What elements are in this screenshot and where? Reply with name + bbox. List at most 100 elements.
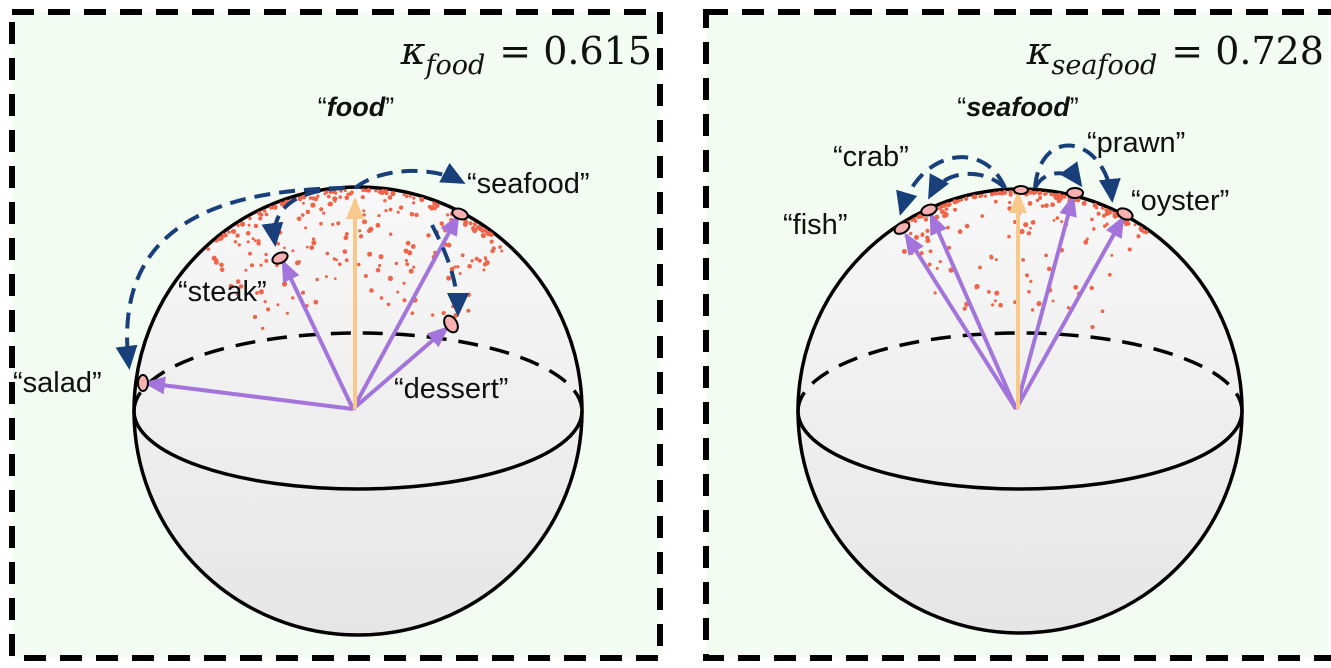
embedding-point <box>224 233 228 238</box>
embedding-point <box>419 196 425 203</box>
embedding-point <box>953 207 957 212</box>
embedding-point <box>240 221 246 227</box>
embedding-point <box>1019 228 1025 235</box>
embedding-point <box>409 211 415 217</box>
embedding-point <box>998 302 1003 308</box>
embedding-point <box>408 194 412 198</box>
word-crab: “crab” <box>833 141 909 173</box>
equator-back <box>132 331 584 412</box>
embedding-point <box>1073 284 1079 290</box>
embedding-point <box>477 226 482 231</box>
embedding-point <box>363 274 368 278</box>
embedding-point <box>1026 231 1032 236</box>
embedding-point <box>326 194 331 199</box>
embedding-point <box>396 210 400 214</box>
embedding-point <box>1029 226 1032 230</box>
embedding-point <box>909 231 913 236</box>
point-marker-fish <box>893 221 911 235</box>
embedding-point <box>1083 239 1089 245</box>
embedding-point <box>989 255 994 260</box>
embedding-point <box>460 253 465 258</box>
embedding-point <box>945 212 949 216</box>
embedding-point <box>456 265 460 269</box>
embedding-point <box>300 290 306 295</box>
embedding-point <box>313 299 319 305</box>
embedding-point <box>1066 306 1071 310</box>
embedding-point <box>231 229 237 234</box>
embedding-point <box>219 262 224 268</box>
embedding-point <box>266 307 271 312</box>
panel-dashed-border <box>703 9 1331 661</box>
embedding-point <box>302 195 306 199</box>
embedding-point <box>1076 198 1080 202</box>
embedding-point <box>1089 285 1095 291</box>
embedding-point <box>914 234 919 240</box>
kappa-food: κfood = 0.615 <box>400 29 652 81</box>
embedding-point <box>1033 190 1038 195</box>
embedding-point <box>251 237 255 241</box>
embedding-point <box>215 258 219 262</box>
embedding-point <box>238 284 244 289</box>
embedding-point <box>451 304 455 309</box>
embedding-point <box>387 275 393 281</box>
curved-arrow-to-dessert <box>430 224 469 317</box>
embedding-point <box>259 263 263 267</box>
embedding-point <box>337 262 342 267</box>
word-steak: “steak” <box>178 276 267 308</box>
embedding-point <box>235 233 240 238</box>
embedding-point <box>426 233 431 238</box>
embedding-point <box>1100 309 1105 314</box>
vector-prawn <box>1014 194 1077 410</box>
embedding-point <box>405 240 411 246</box>
embedding-point <box>253 223 259 229</box>
embedding-point <box>263 300 267 304</box>
embedding-point <box>1044 253 1048 258</box>
embedding-point <box>235 291 240 296</box>
embedding-point <box>298 260 301 264</box>
embedding-point <box>938 260 942 264</box>
embedding-point <box>384 209 388 213</box>
embedding-point <box>368 226 374 232</box>
embedding-point <box>1101 206 1104 210</box>
embedding-point <box>1028 189 1033 195</box>
embedding-point <box>431 313 435 317</box>
embedding-point <box>991 303 995 307</box>
embedding-point <box>344 195 350 201</box>
embedding-point <box>471 226 476 231</box>
embedding-point <box>389 232 393 236</box>
embedding-point <box>483 256 487 260</box>
embedding-point <box>1104 208 1109 212</box>
embedding-point <box>322 211 326 215</box>
embedding-point <box>342 249 348 254</box>
embedding-point <box>412 201 416 205</box>
embedding-point <box>1029 279 1033 283</box>
embedding-point <box>379 296 384 300</box>
embedding-point <box>264 252 268 257</box>
embedding-point <box>255 291 259 295</box>
embedding-point <box>264 212 269 217</box>
embedding-point <box>1142 230 1146 234</box>
embedding-point <box>482 268 486 272</box>
embedding-point <box>498 245 502 249</box>
embedding-point <box>980 193 984 197</box>
embedding-point <box>923 217 929 222</box>
embedding-point <box>1040 204 1045 208</box>
embedding-point <box>946 225 950 230</box>
vector-salad <box>143 376 354 411</box>
embedding-point <box>246 240 250 244</box>
embedding-point <box>374 189 378 193</box>
embedding-point <box>276 303 280 307</box>
embedding-point <box>1109 209 1113 214</box>
panel-food: κfood = 0.615 “food” “seafood” “steak” “s… <box>9 9 663 661</box>
embedding-point <box>1044 203 1049 208</box>
embedding-point <box>491 246 496 251</box>
embedding-point <box>1037 190 1042 196</box>
embedding-point <box>474 256 479 261</box>
embedding-point <box>439 221 444 226</box>
embedding-point <box>305 209 311 215</box>
embedding-point <box>304 226 308 230</box>
kappa-seafood: κseafood = 0.728 <box>1026 29 1324 81</box>
embedding-point <box>268 227 273 231</box>
